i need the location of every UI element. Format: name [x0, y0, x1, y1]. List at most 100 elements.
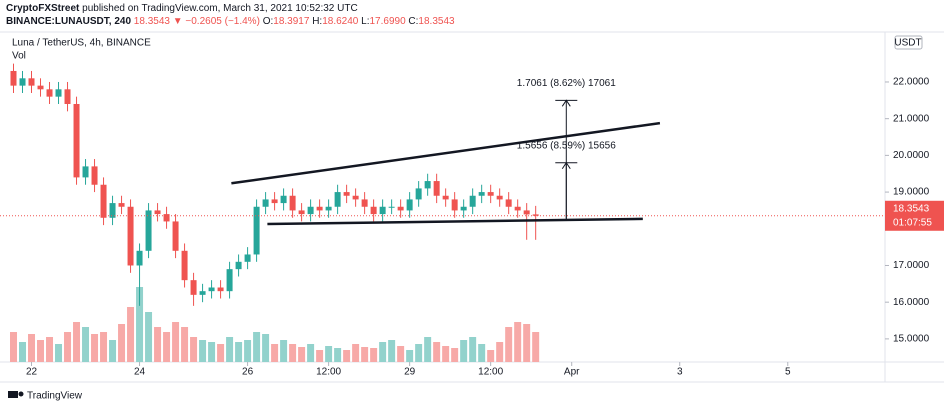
- candle-body: [289, 195, 296, 211]
- candle-body: [46, 89, 53, 97]
- volume-bar: [217, 344, 225, 362]
- volume-bar: [352, 344, 360, 362]
- volume-bar: [343, 350, 351, 362]
- volume-label: Vol: [12, 51, 26, 62]
- volume-bar: [262, 334, 270, 362]
- candle-body: [82, 166, 89, 178]
- h-label: H:: [312, 16, 322, 27]
- volume-bar: [325, 346, 333, 362]
- candle-body: [226, 269, 233, 292]
- candle-body: [316, 206, 323, 211]
- candle-body: [253, 206, 260, 255]
- volume-bar: [469, 337, 477, 362]
- candle-body: [532, 214, 539, 216]
- projection-label: 1.5656 (8.59%) 15656: [517, 140, 616, 151]
- y-tick-label: 22.0000: [893, 77, 930, 88]
- volume-bar: [226, 337, 234, 362]
- x-tick-label: Apr: [564, 367, 580, 378]
- volume-bar: [361, 347, 369, 362]
- x-tick-label: 3: [677, 367, 683, 378]
- volume-bar: [154, 327, 162, 362]
- y-tick-label: 20.0000: [893, 150, 930, 161]
- candle-body: [91, 166, 98, 185]
- candle-body: [343, 192, 350, 196]
- candle-body: [163, 214, 170, 222]
- volume-bar: [46, 337, 54, 362]
- candle-body: [487, 192, 494, 196]
- last-price-label: 18.3543: [893, 203, 930, 214]
- projection-arrow: [561, 99, 571, 107]
- volume-bar: [163, 332, 171, 362]
- candle-body: [100, 184, 107, 218]
- candle-body: [10, 70, 17, 86]
- volume-bar: [271, 344, 279, 362]
- symbol: BINANCE:LUNAUSDT, 240: [6, 16, 131, 27]
- candle-body: [217, 287, 224, 292]
- candle-body: [28, 78, 35, 86]
- candle-body: [478, 192, 485, 196]
- volume-bar: [397, 346, 405, 362]
- y-tick-label: 21.0000: [893, 113, 930, 124]
- o-label: O:: [263, 16, 274, 27]
- candle-body: [145, 210, 152, 251]
- x-tick-label: 5: [785, 367, 791, 378]
- volume-bar: [82, 327, 90, 362]
- volume-bar: [127, 307, 135, 362]
- volume-bar: [424, 337, 432, 362]
- candle-body: [505, 199, 512, 207]
- currency-badge[interactable]: [894, 35, 923, 50]
- volume-bar: [118, 324, 126, 362]
- volume-bar: [199, 340, 207, 362]
- h-value: 18.6240: [322, 16, 359, 27]
- volume-bar: [136, 287, 144, 362]
- y-tick-label: 17.0000: [893, 260, 930, 271]
- candle-body: [172, 221, 179, 251]
- volume-bar: [190, 337, 198, 362]
- volume-bar: [415, 344, 423, 362]
- candle-body: [370, 206, 377, 215]
- symbol-line: BINANCE:LUNAUSDT, 240 18.3543 ▼ −0.2605 …: [6, 16, 455, 27]
- c-value: 18.3543: [418, 16, 455, 27]
- candle-body: [352, 195, 359, 200]
- candle-body: [154, 210, 161, 215]
- volume-bar: [388, 340, 396, 362]
- y-tick-label: 15.0000: [893, 334, 930, 345]
- x-tick-label: 24: [134, 367, 146, 378]
- candle-body: [199, 291, 206, 295]
- volume-bar: [10, 332, 18, 362]
- volume-bar: [181, 327, 189, 362]
- volume-bar: [298, 347, 306, 362]
- candle-body: [433, 181, 440, 196]
- x-tick-label: 12:00: [478, 367, 503, 378]
- candle-body: [280, 195, 287, 204]
- candle-body: [397, 206, 404, 211]
- volume-bar: [316, 350, 324, 362]
- projection-label: 1.7061 (8.62%) 17061: [517, 78, 616, 89]
- candle-body: [73, 103, 80, 178]
- trend-line: [267, 217, 643, 226]
- volume-bar: [379, 342, 387, 362]
- candle-body: [109, 203, 116, 218]
- candle-body: [496, 195, 503, 200]
- volume-bar: [406, 350, 414, 362]
- trend-line: [231, 121, 661, 185]
- volume-bar: [91, 334, 99, 362]
- volume-bar: [451, 348, 459, 362]
- volume-bar: [370, 348, 378, 362]
- x-tick-label: 22: [26, 367, 38, 378]
- volume-bar: [244, 340, 252, 362]
- candle-body: [235, 261, 242, 270]
- volume-bar: [289, 344, 297, 362]
- candle-body: [523, 210, 530, 215]
- candle-body: [262, 199, 269, 207]
- candle-body: [415, 188, 422, 200]
- volume-bar: [109, 340, 117, 362]
- header-line: CryptoFXStreet published on TradingView.…: [6, 3, 358, 14]
- candle-body: [127, 206, 134, 266]
- last-price: 18.3543: [134, 16, 171, 27]
- volume-bar: [478, 344, 486, 362]
- change: ▼ −0.2605 (−1.4%): [173, 16, 260, 27]
- candle-body: [37, 85, 44, 90]
- projection-arrow: [561, 161, 571, 169]
